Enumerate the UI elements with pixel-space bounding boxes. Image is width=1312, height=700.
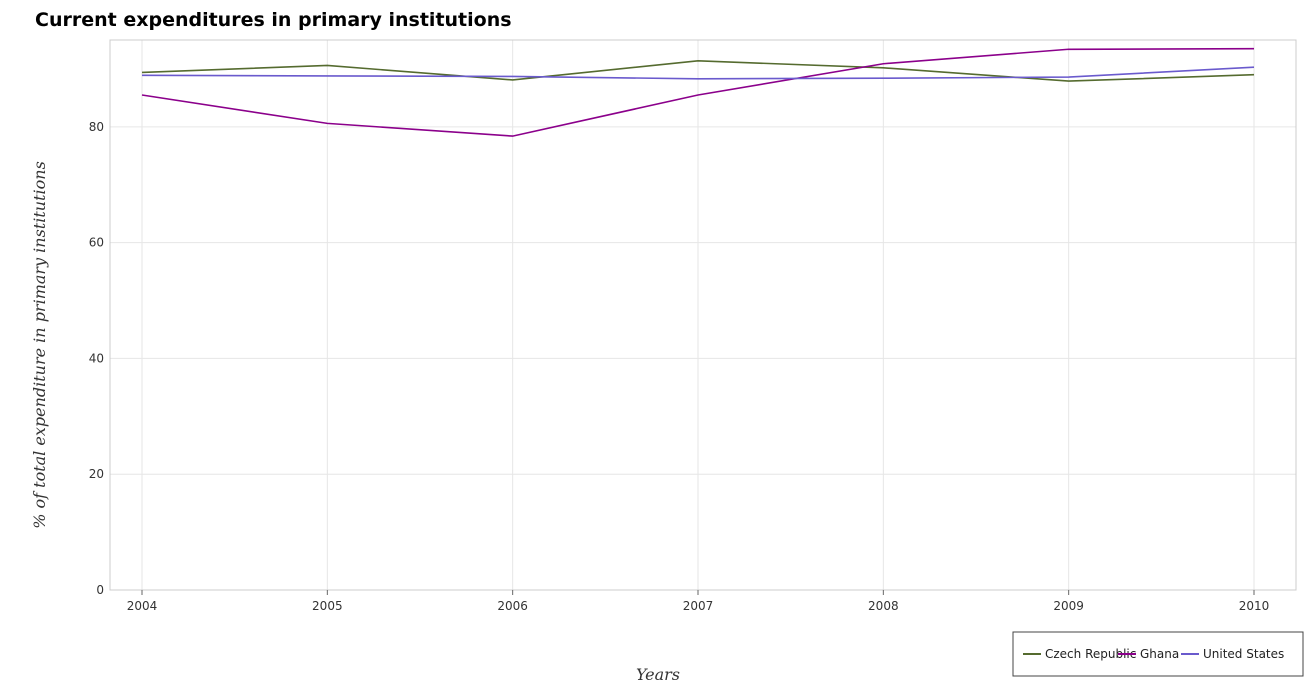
y-tick-label: 20 [89,467,104,481]
x-tick-label: 2010 [1239,599,1270,613]
legend-label-ghana: Ghana [1140,647,1179,661]
x-axis-ticks: 2004 2005 2006 2007 2008 2009 2010 [127,590,1270,613]
y-tick-label: 0 [96,583,104,597]
y-tick-label: 80 [89,120,104,134]
y-tick-label: 40 [89,351,104,365]
x-axis-label: Years [636,665,680,684]
grid [110,40,1296,591]
series-line-ghana [141,47,1255,137]
x-tick-label: 2006 [497,599,528,613]
y-axis-label: % of total expenditure in primary instit… [30,161,49,529]
x-tick-label: 2009 [1053,599,1084,613]
legend-label-czech-republic: Czech Republic [1045,647,1136,661]
chart-title: Current expenditures in primary institut… [35,9,512,31]
legend: Czech Republic Ghana United States [1012,631,1304,677]
legend-box [1012,631,1304,677]
plot-frame [109,39,1297,591]
x-tick-label: 2004 [127,599,158,613]
x-tick-label: 2005 [312,599,343,613]
series-lines [141,47,1255,137]
x-tick-label: 2008 [868,599,899,613]
series-line-czech-republic [141,60,1255,82]
y-axis-ticks: 0 20 40 60 80 [89,120,104,597]
y-tick-label: 60 [89,236,104,250]
series-line-united-states [141,66,1255,80]
legend-label-united-states: United States [1203,647,1284,661]
x-tick-label: 2007 [683,599,714,613]
